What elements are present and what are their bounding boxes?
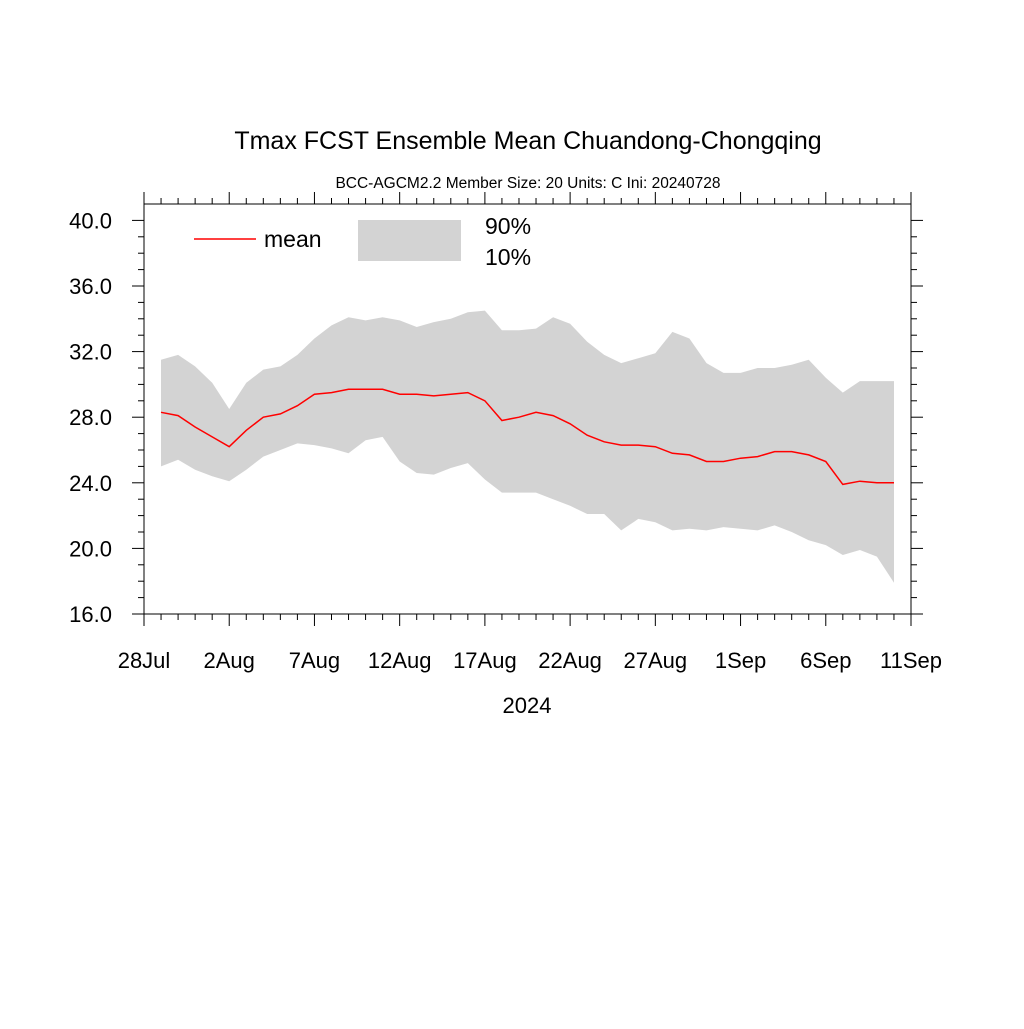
legend-upper-label: 90% [485, 213, 531, 239]
x-tick-label: 11Sep [880, 648, 942, 673]
y-tick-label: 32.0 [69, 340, 112, 365]
legend: mean 90% 10% [194, 213, 531, 270]
y-tick-label: 24.0 [69, 471, 112, 496]
plot-area [160, 310, 894, 583]
percentile-band [161, 310, 894, 583]
x-tick-label: 22Aug [538, 648, 602, 673]
x-tick-label: 6Sep [800, 648, 851, 673]
y-tick-label: 28.0 [69, 405, 112, 430]
y-tick-label: 40.0 [69, 208, 112, 233]
legend-lower-label: 10% [485, 244, 531, 270]
legend-mean-label: mean [264, 226, 322, 252]
mean-line [160, 388, 894, 486]
legend-band-swatch [358, 220, 461, 261]
x-tick-label: 2Aug [204, 648, 255, 673]
x-tick-label: 1Sep [715, 648, 766, 673]
x-tick-label: 27Aug [624, 648, 688, 673]
plot-frame [143, 203, 912, 615]
y-tick-label: 36.0 [69, 274, 112, 299]
axes: 16.0 20.0 24.0 28.0 32.0 36.0 40.0 28Jul 2Aug 7Au… [69, 192, 942, 673]
chart-subtitle: BCC-AGCM2.2 Member Size: 20 Units: C Ini… [335, 175, 720, 192]
x-tick-label: 28Jul [118, 648, 171, 673]
x-axis-label: 2024 [503, 693, 552, 718]
x-tick-label: 12Aug [368, 648, 432, 673]
y-tick-label: 16.0 [69, 602, 112, 627]
y-tick-label: 20.0 [69, 536, 112, 561]
x-tick-label: 7Aug [289, 648, 340, 673]
chart-title: Tmax FCST Ensemble Mean Chuandong-Chongq… [234, 127, 821, 155]
x-tick-label: 17Aug [453, 648, 517, 673]
